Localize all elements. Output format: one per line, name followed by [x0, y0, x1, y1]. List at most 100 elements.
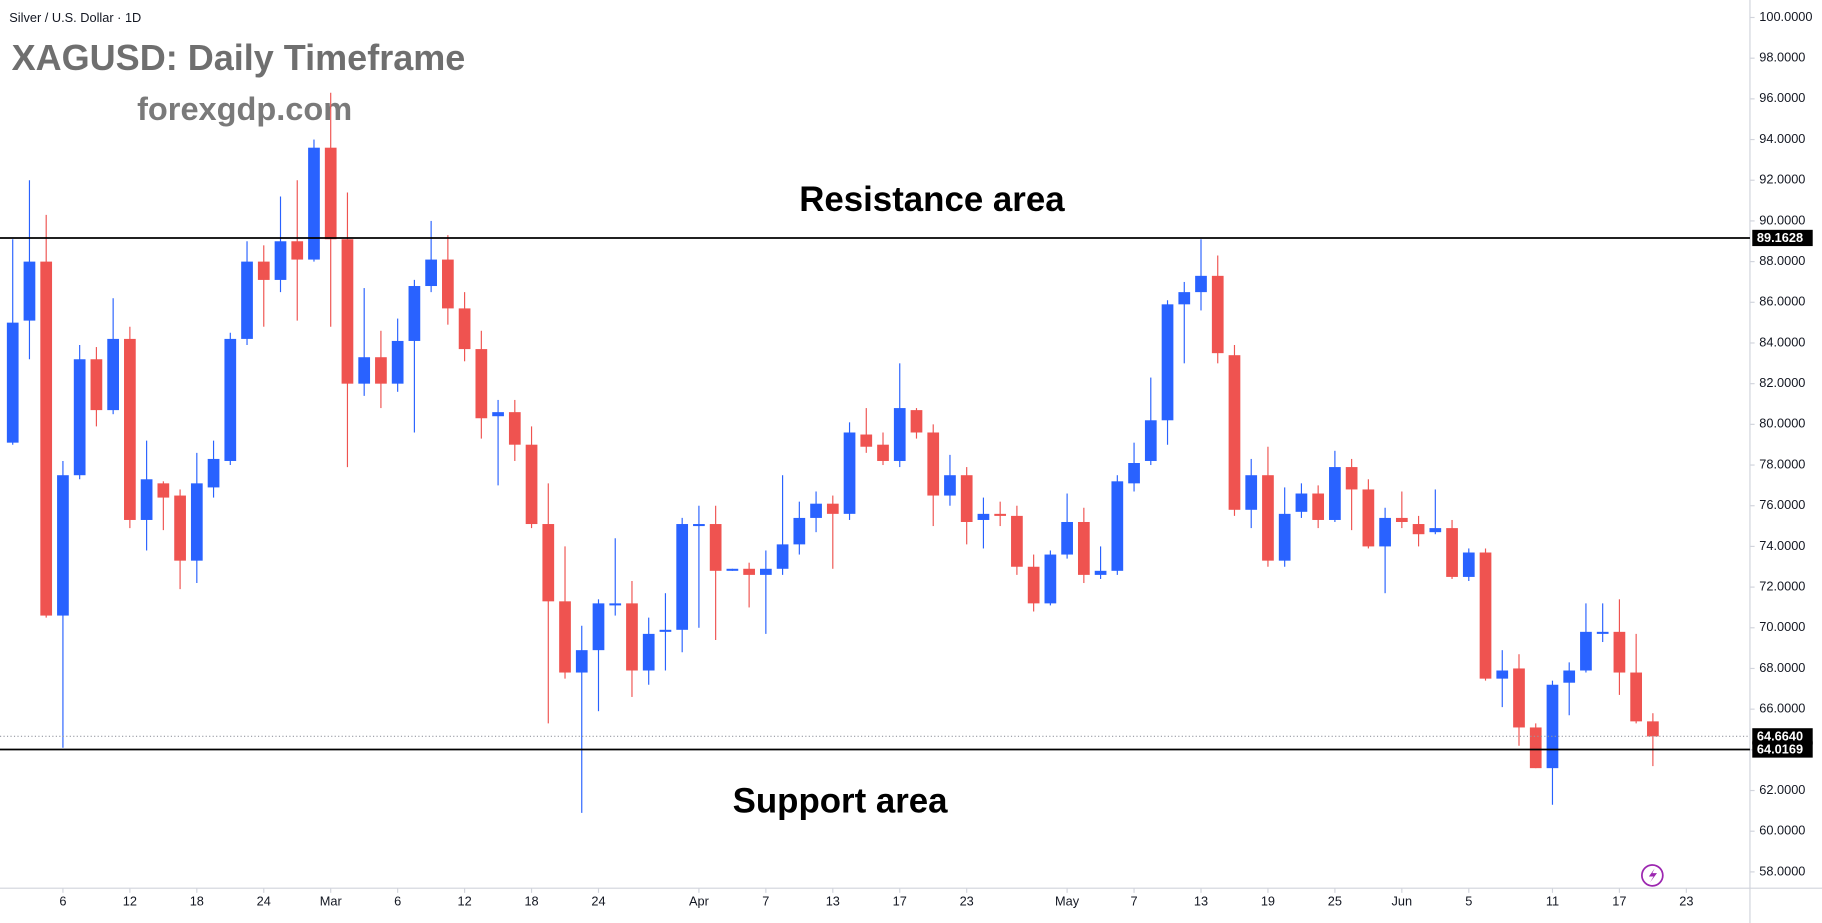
chart-title: XAGUSD: Daily Timeframe — [12, 37, 466, 78]
candle-body — [609, 603, 622, 606]
y-tick-label: 58.0000 — [1759, 863, 1805, 878]
candles — [6, 92, 1659, 813]
candle-body — [1144, 420, 1157, 461]
candle-body — [1647, 721, 1659, 737]
candle-body — [559, 601, 571, 673]
chart-subtitle: forexgdp.com — [137, 91, 352, 127]
candle-body — [408, 286, 421, 341]
candle-body — [810, 503, 822, 518]
y-tick-label: 90.0000 — [1759, 212, 1805, 227]
candle-body — [375, 357, 387, 384]
y-tick-label: 74.0000 — [1759, 538, 1805, 553]
candle-body — [726, 568, 739, 571]
candle-body — [944, 475, 956, 496]
candle-body — [1446, 528, 1458, 577]
x-tick-label: 18 — [190, 893, 204, 908]
candle-body — [124, 338, 136, 520]
support-annotation: Support area — [733, 782, 949, 821]
price-label-box — [1752, 229, 1813, 247]
candle-body — [40, 261, 53, 616]
x-tick-label: May — [1055, 893, 1080, 908]
x-tick-label: 13 — [826, 893, 840, 908]
candle-body — [1329, 467, 1341, 520]
candle-body — [1379, 517, 1391, 547]
candle-body — [1395, 517, 1408, 522]
candle-body — [492, 412, 504, 417]
x-tick-label: Apr — [689, 893, 710, 908]
y-tick-label: 86.0000 — [1759, 294, 1805, 309]
candle-body — [207, 458, 220, 488]
candle-body — [1278, 513, 1291, 561]
price-label-box — [1752, 728, 1813, 745]
candle-body — [475, 349, 488, 419]
y-tick-label: 96.0000 — [1759, 90, 1805, 105]
candle-body — [6, 322, 19, 443]
price-label: 89.1628 — [1757, 230, 1803, 245]
x-tick-label: 17 — [1612, 893, 1626, 908]
y-tick-label: 66.0000 — [1759, 701, 1805, 716]
candle-body — [877, 444, 889, 461]
candle-body — [140, 479, 153, 520]
candle-body — [1580, 631, 1592, 671]
candle-body — [257, 261, 270, 280]
x-tick-label: 23 — [960, 893, 974, 908]
x-tick-label: Jun — [1392, 893, 1413, 908]
candle-body — [793, 517, 806, 545]
candle-body — [90, 359, 103, 411]
y-tick-label: 82.0000 — [1759, 375, 1805, 390]
y-tick-label: 72.0000 — [1759, 578, 1805, 593]
y-tick-label: 84.0000 — [1759, 334, 1805, 349]
x-tick-label: 12 — [123, 893, 137, 908]
candle-body — [927, 432, 940, 496]
candle-body — [57, 475, 69, 616]
x-tick-label: 24 — [257, 893, 271, 908]
x-tick-label: 12 — [457, 893, 471, 908]
candle-body — [542, 524, 555, 602]
candle-body — [1128, 463, 1140, 484]
x-tick-label: 23 — [1679, 893, 1693, 908]
candle-body — [458, 308, 471, 350]
candle-body — [1077, 521, 1090, 575]
candle-body — [358, 357, 371, 384]
candle-body — [826, 503, 839, 514]
candle-body — [994, 513, 1007, 516]
candle-body — [23, 261, 36, 321]
candle-body — [642, 633, 655, 671]
candle-body — [693, 524, 705, 527]
chart-header: Silver / U.S. Dollar · 1D — [9, 10, 141, 25]
candle-body — [308, 147, 320, 260]
candle-body — [391, 340, 404, 384]
candle-body — [1094, 570, 1107, 575]
x-tick-label: 17 — [893, 893, 907, 908]
x-tick-label: 7 — [762, 893, 769, 908]
candle-body — [1429, 528, 1442, 533]
y-tick-label: 76.0000 — [1759, 497, 1805, 512]
candle-body — [1262, 475, 1274, 561]
candle-body — [1630, 672, 1643, 722]
x-tick-label: 6 — [59, 893, 66, 908]
candle-body — [274, 241, 287, 280]
candle-body — [1462, 552, 1475, 577]
candle-body — [442, 259, 454, 309]
candle-body — [1546, 684, 1559, 769]
candle-body — [1362, 489, 1375, 547]
y-tick-label: 88.0000 — [1759, 253, 1805, 268]
x-tick-label: Mar — [320, 893, 343, 908]
x-tick-label: 19 — [1261, 893, 1275, 908]
x-tick-label: 25 — [1328, 893, 1342, 908]
candle-body — [508, 412, 521, 445]
candle-body — [107, 338, 119, 411]
candle-body — [1412, 524, 1425, 535]
candle-body — [960, 475, 973, 522]
price-label-box — [1752, 741, 1813, 758]
candle-body — [1111, 481, 1124, 571]
candle-body — [1345, 467, 1358, 490]
candle-body — [893, 408, 906, 461]
candle-body — [759, 568, 772, 575]
candle-body — [1011, 515, 1023, 567]
candle-body — [1613, 631, 1626, 673]
candle-body — [1044, 554, 1057, 604]
candle-body — [324, 147, 337, 240]
